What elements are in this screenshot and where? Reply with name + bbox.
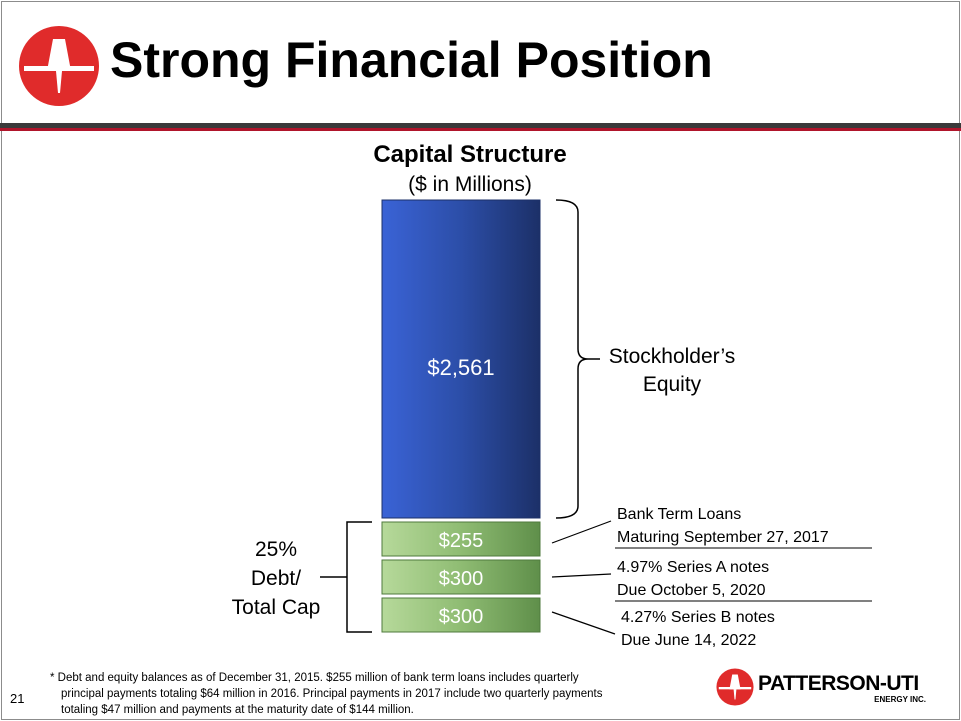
brand-name: PATTERSON-UTI [758, 672, 919, 695]
bar-data-label: $255 [439, 530, 484, 552]
patterson-logo-icon [19, 26, 99, 106]
slide-title: Strong Financial Position [110, 32, 713, 88]
bar-data-label: $300 [439, 568, 484, 590]
brand-logo-icon [716, 668, 754, 706]
footnote-line: principal payments totaling $64 million … [61, 688, 603, 700]
footnote-line: totaling $47 million and payments at the… [61, 704, 414, 716]
equity-annotation: Equity [643, 373, 702, 396]
bar-data-label: $2,561 [427, 355, 494, 380]
bar-segment [381, 199, 541, 519]
equity-annotation: Stockholder’s [609, 345, 735, 368]
brand-logo: PATTERSON-UTI ENERGY INC. [716, 668, 926, 710]
debt-leader-line [551, 573, 612, 578]
chart-subtitle: ($ in Millions) [408, 173, 532, 196]
debt-annotation: Due June 14, 2022 [621, 632, 756, 649]
capital-structure-chart: $300 $300 $255 $2,561 Stockholder’s Equity 4.… [232, 199, 872, 649]
chart-title: Capital Structure [373, 141, 567, 168]
footnote: * Debt and equity balances as of Decembe… [50, 670, 602, 718]
title-rule-red [0, 128, 961, 131]
debt-ratio-label: Total Cap [232, 596, 321, 619]
brand-subname: ENERGY INC. [874, 695, 926, 704]
debt-annotation: 4.27% Series B notes [621, 609, 775, 626]
page-number: 21 [10, 691, 25, 706]
debt-annotation: Bank Term Loans [617, 506, 741, 523]
debt-ratio-label: Debt/ [251, 567, 301, 590]
debt-annotation: Due October 5, 2020 [617, 582, 766, 599]
debt-annotation: 4.97% Series A notes [617, 559, 769, 576]
debt-bracket [346, 521, 372, 633]
bar-data-label: $300 [439, 606, 484, 628]
footnote-line: * Debt and equity balances as of Decembe… [50, 672, 579, 684]
debt-leader-line [551, 520, 612, 544]
title-rule-dark [0, 123, 961, 128]
bar-segment [381, 597, 541, 633]
bar-segment [381, 559, 541, 595]
equity-bracket [555, 199, 589, 519]
debt-annotation: Maturing September 27, 2017 [617, 529, 829, 546]
debt-ratio-label: 25% [255, 538, 297, 561]
bar-segment [381, 521, 541, 557]
debt-leader-line [551, 611, 616, 635]
